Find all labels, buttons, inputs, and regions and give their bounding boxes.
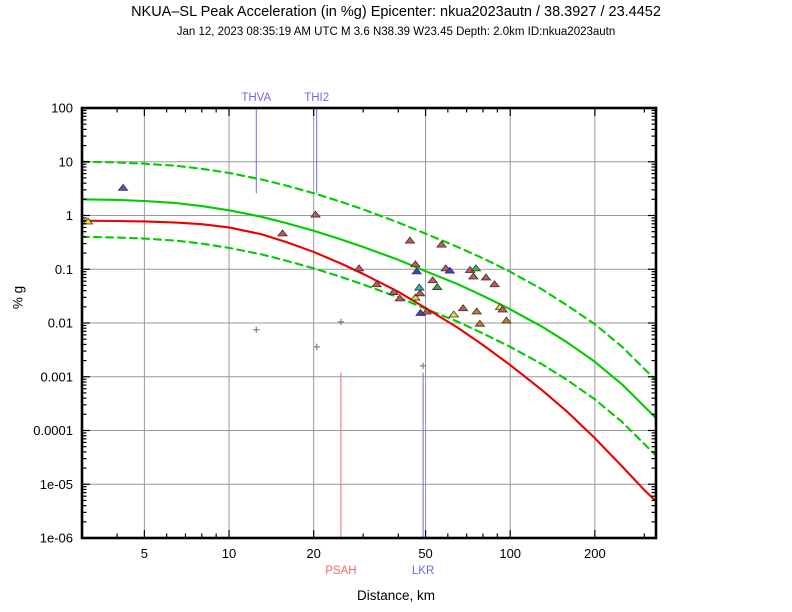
- station-marker-psah: [337, 318, 345, 326]
- x-tick-label: 5: [141, 546, 148, 561]
- station-markers: [253, 318, 427, 369]
- data-point-triangle: [414, 289, 426, 297]
- station-marker-thi2: [313, 343, 320, 351]
- page-title: NKUA–SL Peak Acceleration (in %g) Epicen…: [131, 4, 661, 20]
- data-point-triangle: [489, 280, 501, 288]
- data-point-triangle: [444, 266, 456, 274]
- attenuation-curves: [80, 160, 658, 503]
- data-point-triangle: [501, 316, 512, 324]
- data-point-triangle: [388, 287, 400, 295]
- curve-gmpe-minus-sigma: [80, 235, 658, 457]
- axis-tick-labels: 100 10 1 0.1 0.01 0.001 0.0001 1e-05 1e-06 5 10 20 5…: [33, 101, 605, 562]
- data-point-triangle: [448, 310, 460, 318]
- data-point-triangle: [277, 229, 288, 237]
- station-label-thi2: THI2: [304, 92, 329, 104]
- curve-observed-attenuation: [80, 219, 658, 503]
- data-point-triangle: [411, 267, 423, 275]
- data-point-triangle: [117, 183, 129, 191]
- curve-gmpe-plus-sigma: [80, 160, 658, 382]
- data-point-triangle: [457, 304, 469, 312]
- data-point-triangle: [470, 264, 482, 272]
- x-tick-label: 20: [306, 546, 320, 561]
- page-subtitle: Jan 12, 2023 08:35:19 AM UTC M 3.6 N38.3…: [176, 26, 616, 38]
- x-tick-label: 10: [222, 546, 236, 561]
- data-point-triangle: [394, 294, 406, 302]
- y-tick-label: 0.1: [55, 262, 73, 277]
- station-label-thva: THVA: [241, 92, 271, 104]
- data-point-triangle: [427, 276, 439, 284]
- curve-gmpe-median: [80, 198, 658, 420]
- data-point-triangle: [371, 280, 383, 288]
- y-tick-label: 1e-05: [40, 477, 73, 492]
- y-tick-label: 0.01: [48, 316, 73, 331]
- x-axis-title: Distance, km: [356, 588, 436, 603]
- data-point-triangle: [409, 260, 421, 268]
- station-label-lkr: LKR: [412, 565, 434, 577]
- data-point-triangle: [480, 273, 492, 281]
- x-tick-label: 200: [584, 546, 606, 561]
- data-points: [82, 183, 512, 327]
- y-tick-label: 1e-06: [40, 531, 73, 546]
- y-tick-label: 10: [59, 154, 73, 169]
- x-tick-label: 100: [499, 546, 521, 561]
- y-tick-label: 1: [66, 208, 73, 223]
- station-marker-lkr: [419, 362, 427, 369]
- data-point-triangle: [436, 240, 447, 248]
- data-point-triangle: [497, 305, 509, 313]
- axis-ticks: [81, 107, 656, 539]
- data-point-triangle: [413, 283, 425, 291]
- data-point-triangle: [404, 236, 416, 244]
- station-marker-thva: [253, 326, 260, 333]
- station-label-psah: PSAH: [325, 565, 356, 577]
- data-point-triangle: [431, 282, 443, 290]
- data-point-triangle: [474, 319, 486, 327]
- data-point-triangle: [468, 272, 479, 280]
- data-point-triangle: [471, 307, 483, 315]
- data-point-triangle: [409, 293, 421, 301]
- data-point-triangle: [421, 307, 433, 315]
- station-labels: THVA THI2 PSAH LKR: [241, 92, 434, 577]
- grid-lines: [82, 108, 656, 538]
- y-tick-label: 0.001: [40, 369, 73, 384]
- y-tick-label: 100: [51, 101, 73, 116]
- y-tick-label: 0.0001: [33, 423, 73, 438]
- data-point-triangle: [310, 210, 321, 218]
- data-point-triangle: [353, 264, 365, 272]
- x-tick-label: 50: [418, 546, 432, 561]
